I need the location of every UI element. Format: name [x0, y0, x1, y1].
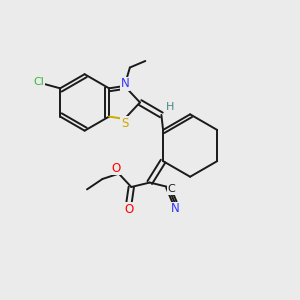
Text: O: O — [124, 203, 134, 216]
Text: S: S — [121, 117, 128, 130]
Text: Cl: Cl — [33, 77, 44, 87]
Text: H: H — [166, 102, 174, 112]
Text: N: N — [121, 77, 130, 90]
Text: O: O — [111, 162, 121, 175]
Text: N: N — [171, 202, 180, 215]
Text: C: C — [168, 184, 176, 194]
